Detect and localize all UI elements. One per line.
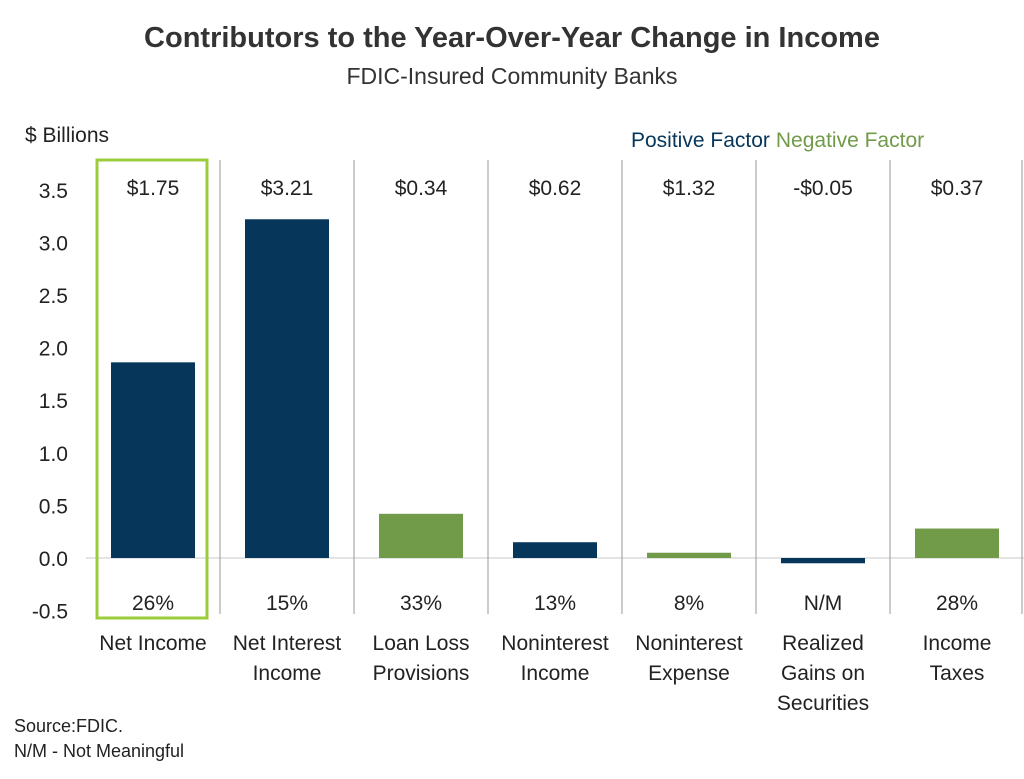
x-tick-label: Noninterest: [501, 632, 609, 655]
legend-positive-factor: Positive Factor: [631, 129, 770, 152]
dollar-data-label: $0.62: [529, 177, 582, 200]
y-tick-label: 3.0: [39, 232, 68, 255]
percent-data-label: 28%: [936, 592, 978, 615]
x-tick-label: Loan Loss: [373, 632, 470, 655]
bar-noninterest-expense: [647, 552, 731, 558]
y-tick-label: 2.5: [39, 285, 68, 308]
x-tick-label: Realized: [782, 632, 864, 655]
x-tick-label: Net Income: [99, 632, 206, 655]
x-tick-label: Net Interest: [233, 632, 342, 655]
highlight-box: [95, 158, 209, 620]
x-tick-label: Expense: [648, 662, 730, 685]
source-note: Source:FDIC.: [14, 716, 124, 736]
bar-realized-gains-on-securities: [781, 558, 865, 564]
dollar-data-label: $3.21: [261, 177, 314, 200]
legend-negative-factor: Negative Factor: [775, 129, 925, 152]
nm-note: N/M - Not Meaningful: [14, 741, 185, 761]
x-tick-label: Provisions: [373, 662, 470, 685]
y-tick-label: -0.5: [32, 601, 68, 624]
percent-data-label: N/M: [804, 592, 843, 615]
y-tick-label: 0.5: [39, 495, 68, 518]
footnotes: Source:FDIC. N/M - Not Meaningful: [14, 714, 184, 764]
x-tick-label: Securities: [777, 692, 869, 715]
percent-data-label: 15%: [266, 592, 308, 615]
bar-net-income: [111, 362, 195, 558]
y-tick-label: 0.0: [39, 548, 68, 571]
percent-data-label: 33%: [400, 592, 442, 615]
x-tick-label: Gains on: [781, 662, 865, 685]
x-tick-label: Noninterest: [635, 632, 743, 655]
y-tick-label: 1.5: [39, 390, 68, 413]
bar-loan-loss-provisions: [379, 513, 463, 558]
dollar-data-label: $1.75: [127, 177, 180, 200]
legend: Positive Factor Negative Factor: [631, 129, 930, 153]
y-axis-label: $ Billions: [25, 124, 110, 147]
bar-net-interest-income: [245, 219, 329, 559]
percent-data-label: 8%: [674, 592, 704, 615]
y-tick-label: 2.0: [39, 338, 68, 361]
percent-data-label: 26%: [132, 592, 174, 615]
y-tick-label: 3.5: [39, 180, 68, 203]
percent-data-label: 13%: [534, 592, 576, 615]
y-tick-label: 1.0: [39, 443, 68, 466]
dollar-data-label: -$0.05: [793, 177, 853, 200]
x-tick-label: Taxes: [930, 662, 985, 685]
bar-income-taxes: [915, 528, 999, 558]
x-tick-label: Income: [923, 632, 992, 655]
dollar-data-label: $0.37: [931, 177, 984, 200]
chart-title: Contributors to the Year-Over-Year Chang…: [144, 22, 880, 54]
dollar-data-label: $0.34: [395, 177, 448, 200]
x-tick-label: Income: [521, 662, 590, 685]
x-tick-label: Income: [253, 662, 322, 685]
dollar-data-label: $1.32: [663, 177, 716, 200]
chart-subtitle: FDIC-Insured Community Banks: [346, 63, 678, 89]
bar-noninterest-income: [513, 542, 597, 558]
